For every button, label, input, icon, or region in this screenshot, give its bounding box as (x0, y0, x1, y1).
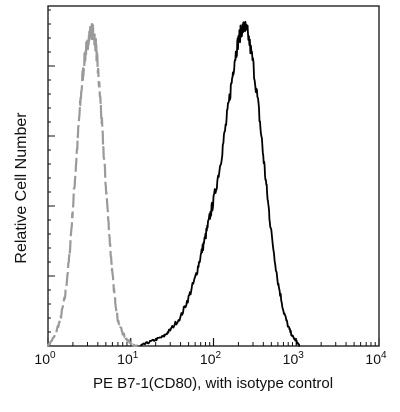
x-tick-label: 102 (200, 350, 222, 367)
x-axis-label: PE B7-1(CD80), with isotype control (93, 375, 333, 392)
sample-histogram (139, 20, 301, 347)
x-tick-label: 104 (365, 350, 387, 367)
minor-ticks (72, 342, 376, 346)
x-tick-label: 103 (283, 350, 305, 367)
y-axis-label: Relative Cell Number (13, 112, 30, 264)
x-tick-labels: 100 101 102 103 104 (34, 350, 387, 367)
x-tick-label: 101 (117, 350, 139, 367)
isotype-control-histogram (46, 23, 139, 348)
series-layer (46, 20, 301, 348)
y-ticks (48, 9, 55, 347)
x-tick-label: 100 (34, 350, 56, 367)
